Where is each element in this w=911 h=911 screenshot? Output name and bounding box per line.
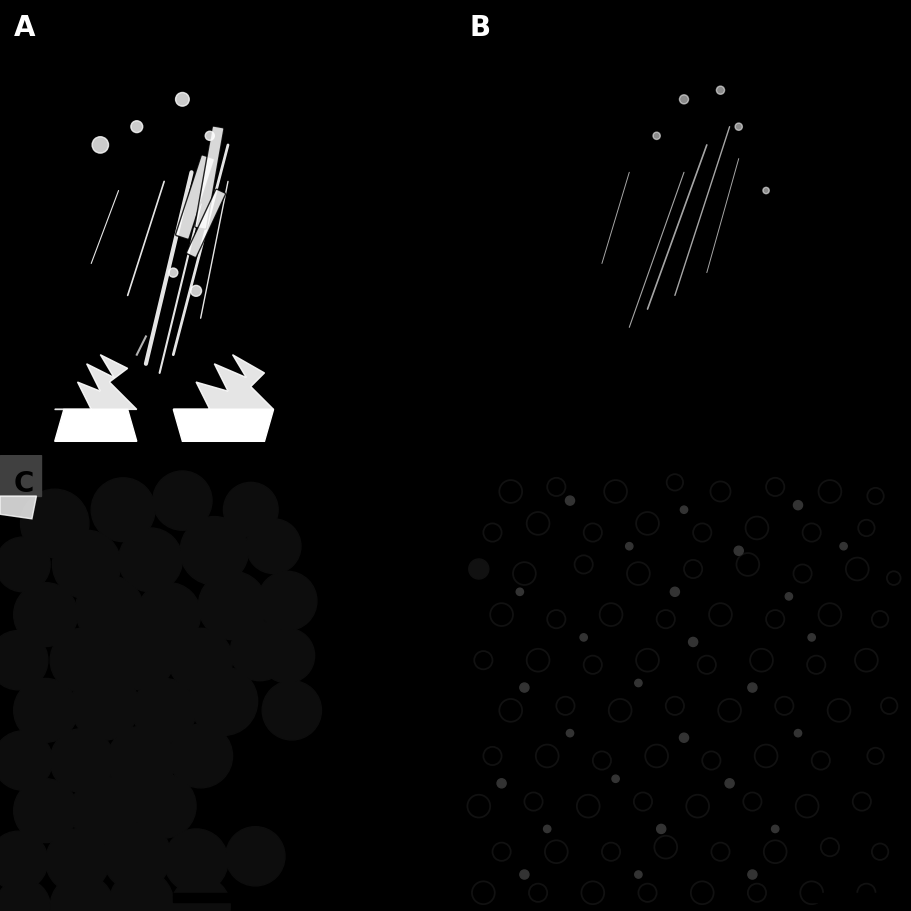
Circle shape xyxy=(543,825,550,833)
Circle shape xyxy=(679,733,688,742)
Circle shape xyxy=(169,269,178,278)
Polygon shape xyxy=(173,893,246,902)
Circle shape xyxy=(688,638,697,647)
Circle shape xyxy=(132,679,196,742)
Circle shape xyxy=(771,825,778,833)
Circle shape xyxy=(14,679,77,742)
Circle shape xyxy=(50,875,114,911)
Circle shape xyxy=(634,680,641,687)
Circle shape xyxy=(137,583,200,647)
Circle shape xyxy=(14,583,77,647)
Circle shape xyxy=(175,94,189,107)
Circle shape xyxy=(132,774,196,838)
Circle shape xyxy=(468,559,488,579)
Circle shape xyxy=(579,634,587,641)
Polygon shape xyxy=(0,496,36,519)
Circle shape xyxy=(519,683,528,692)
Circle shape xyxy=(656,824,665,834)
Circle shape xyxy=(246,519,301,574)
Circle shape xyxy=(258,572,317,630)
Circle shape xyxy=(516,589,523,596)
Circle shape xyxy=(807,634,814,641)
FancyBboxPatch shape xyxy=(195,127,224,230)
Circle shape xyxy=(190,286,201,297)
Circle shape xyxy=(747,683,756,692)
Circle shape xyxy=(565,496,574,506)
Circle shape xyxy=(92,138,108,154)
Circle shape xyxy=(0,537,50,592)
Circle shape xyxy=(50,729,114,793)
Circle shape xyxy=(14,779,77,843)
Circle shape xyxy=(103,822,171,891)
Circle shape xyxy=(839,543,846,550)
Circle shape xyxy=(793,501,802,510)
Circle shape xyxy=(0,831,48,891)
Circle shape xyxy=(262,681,321,740)
Circle shape xyxy=(226,827,285,885)
Circle shape xyxy=(109,870,173,911)
Circle shape xyxy=(260,629,314,683)
Circle shape xyxy=(180,517,248,586)
Polygon shape xyxy=(0,456,41,496)
Circle shape xyxy=(131,121,142,133)
Circle shape xyxy=(230,621,290,681)
Circle shape xyxy=(680,507,687,514)
Circle shape xyxy=(625,543,632,550)
Text: C: C xyxy=(14,469,34,497)
Circle shape xyxy=(0,630,48,691)
Circle shape xyxy=(670,588,679,597)
Circle shape xyxy=(519,870,528,879)
Circle shape xyxy=(91,478,155,542)
FancyBboxPatch shape xyxy=(186,190,225,258)
Circle shape xyxy=(784,593,792,600)
Circle shape xyxy=(611,775,619,783)
Circle shape xyxy=(164,829,228,893)
Circle shape xyxy=(153,472,211,530)
Circle shape xyxy=(724,779,733,788)
Polygon shape xyxy=(173,410,273,442)
Circle shape xyxy=(118,528,182,592)
Polygon shape xyxy=(811,893,884,902)
FancyBboxPatch shape xyxy=(176,156,214,240)
Polygon shape xyxy=(55,355,137,410)
Circle shape xyxy=(169,629,232,692)
Circle shape xyxy=(199,572,267,640)
Circle shape xyxy=(21,490,89,558)
Circle shape xyxy=(793,730,801,737)
Circle shape xyxy=(734,124,742,131)
Text: A: A xyxy=(14,14,36,42)
Circle shape xyxy=(0,879,50,911)
Circle shape xyxy=(169,724,232,788)
Circle shape xyxy=(762,188,769,195)
Text: D: D xyxy=(469,469,492,497)
Circle shape xyxy=(0,731,53,791)
Circle shape xyxy=(71,776,138,845)
Circle shape xyxy=(46,829,109,893)
Circle shape xyxy=(50,629,114,692)
Circle shape xyxy=(496,779,506,788)
Circle shape xyxy=(71,672,138,740)
Circle shape xyxy=(634,871,641,878)
Text: B: B xyxy=(469,14,490,42)
Circle shape xyxy=(652,133,660,140)
Polygon shape xyxy=(173,355,273,410)
Circle shape xyxy=(171,876,230,911)
Circle shape xyxy=(205,132,214,141)
Circle shape xyxy=(679,96,688,105)
Circle shape xyxy=(107,621,175,691)
Circle shape xyxy=(566,730,573,737)
Polygon shape xyxy=(55,410,137,442)
Circle shape xyxy=(223,483,278,537)
Circle shape xyxy=(733,547,742,556)
Circle shape xyxy=(715,87,724,95)
Circle shape xyxy=(76,577,144,645)
Circle shape xyxy=(52,530,120,599)
Circle shape xyxy=(189,667,258,736)
Circle shape xyxy=(107,727,175,794)
Circle shape xyxy=(747,870,756,879)
